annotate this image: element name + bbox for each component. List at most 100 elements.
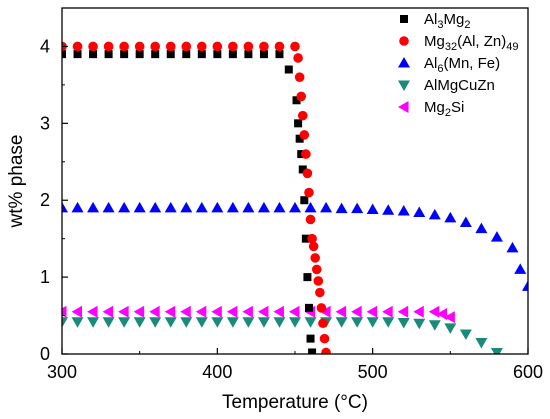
data-point — [295, 134, 304, 143]
data-point — [428, 320, 441, 331]
data-point — [301, 149, 311, 159]
data-point — [413, 318, 426, 330]
data-point — [397, 317, 410, 329]
data-point — [180, 305, 191, 318]
y-tick-label: 1 — [40, 267, 50, 287]
legend-marker — [398, 101, 409, 113]
data-point — [514, 263, 527, 274]
data-point — [310, 253, 320, 263]
data-point — [73, 50, 82, 59]
data-point — [135, 50, 144, 59]
legend-label: Mg2​Si — [424, 99, 464, 119]
data-point — [459, 216, 472, 228]
series-2 — [62, 201, 528, 291]
data-point — [366, 317, 379, 328]
data-point — [294, 72, 305, 82]
data-point — [242, 201, 255, 213]
data-point — [211, 201, 224, 213]
data-point — [315, 287, 325, 298]
data-point — [102, 201, 115, 213]
data-point — [87, 305, 98, 318]
data-point — [180, 317, 193, 328]
y-tick-label: 0 — [40, 344, 50, 364]
legend-item: Al3​Mg2​ — [400, 11, 470, 31]
data-point — [436, 308, 448, 321]
data-point — [211, 317, 224, 328]
data-point — [413, 206, 426, 218]
data-point — [366, 203, 379, 214]
data-point — [62, 317, 68, 328]
legend: Al3​Mg2​Mg32​(Al, Zn)49​Al6​(Mn, Fe) AlMg… — [398, 11, 519, 119]
y-axis-title: wt% phase — [6, 135, 27, 229]
data-point — [195, 317, 208, 328]
data-point — [89, 50, 98, 59]
x-tick-label: 600 — [513, 362, 543, 382]
legend-marker — [398, 57, 410, 68]
x-tick-label: 300 — [47, 362, 77, 382]
data-point — [308, 348, 317, 354]
data-point — [257, 201, 270, 213]
data-point — [294, 119, 303, 128]
data-point — [134, 41, 145, 52]
data-point — [71, 317, 84, 328]
data-point — [226, 201, 239, 213]
data-point — [133, 201, 146, 213]
data-point — [87, 317, 100, 328]
series-4 — [62, 305, 455, 324]
data-point — [366, 305, 378, 318]
data-point — [195, 305, 207, 318]
data-point — [242, 305, 253, 318]
data-point — [351, 317, 364, 328]
legend-item: Mg2​Si — [398, 99, 464, 119]
data-point — [120, 50, 129, 59]
x-tick-label: 400 — [202, 362, 232, 382]
data-point — [296, 91, 307, 102]
data-point — [151, 50, 160, 59]
data-point — [297, 110, 308, 121]
data-point — [304, 201, 317, 213]
data-point — [72, 41, 83, 52]
data-point — [273, 317, 286, 328]
data-point — [299, 130, 310, 140]
data-point — [320, 201, 333, 213]
y-tick-label: 2 — [40, 190, 50, 210]
data-point — [166, 50, 175, 59]
data-point — [289, 305, 300, 318]
data-point — [284, 65, 293, 74]
data-point — [228, 41, 238, 52]
data-point — [104, 50, 113, 59]
data-point — [164, 201, 177, 213]
data-point — [305, 214, 316, 225]
data-point — [226, 305, 238, 318]
data-point — [506, 241, 519, 253]
data-point — [259, 41, 269, 52]
data-point — [149, 201, 162, 213]
series-0 — [62, 50, 317, 354]
data-point — [62, 50, 66, 59]
legend-label: Mg32​(Al, Zn)49​ — [424, 33, 519, 53]
legend-label: Al6​(Mn, Fe) — [424, 55, 500, 75]
data-point — [311, 264, 322, 275]
legend-label: Al3​Mg2​ — [424, 11, 470, 31]
data-point — [335, 305, 347, 318]
data-point — [228, 50, 237, 59]
data-point — [102, 305, 114, 318]
data-point — [226, 317, 239, 328]
legend-item: Mg32​(Al, Zn)49​ — [399, 33, 519, 53]
data-point — [293, 53, 303, 63]
data-point — [88, 41, 98, 52]
legend-label: AlMgCuZn — [424, 77, 495, 94]
data-point — [351, 305, 362, 318]
data-point — [306, 334, 315, 343]
legend-item: AlMgCuZn — [398, 77, 495, 94]
data-point — [307, 233, 317, 244]
x-axis-title: Temperature (°C) — [222, 392, 368, 413]
data-point — [475, 222, 488, 234]
data-point — [242, 317, 255, 328]
data-point — [273, 201, 286, 213]
data-point — [302, 168, 313, 179]
data-point — [490, 347, 503, 354]
data-point — [444, 323, 457, 334]
data-point — [397, 204, 410, 216]
series-1 — [62, 41, 331, 354]
